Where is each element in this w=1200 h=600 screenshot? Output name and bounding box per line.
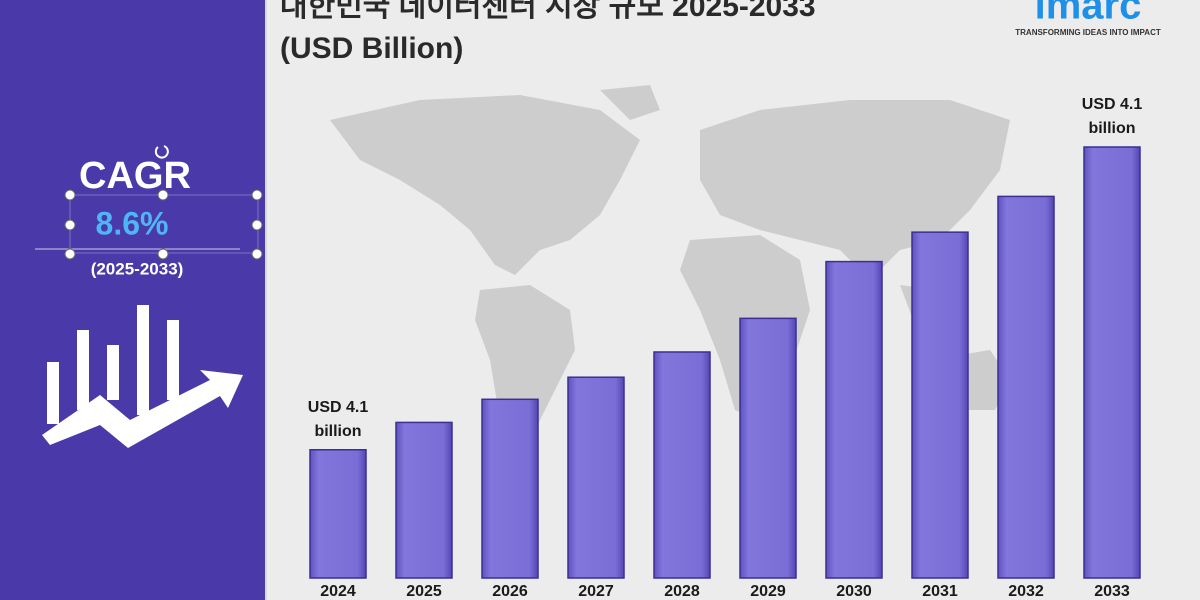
cagr-period: (2025-2033) [91, 259, 184, 278]
x-tick-label: 2030 [836, 583, 872, 600]
x-tick-label: 2026 [492, 583, 528, 600]
x-tick-label: 2024 [320, 583, 356, 600]
logo-name: imarc [1035, 0, 1142, 28]
growth-icon [42, 305, 243, 448]
cagr-value: 8.6% [96, 205, 169, 241]
logo-tagline: TRANSFORMING IDEAS INTO IMPACT [1015, 28, 1161, 37]
bar [1083, 146, 1141, 579]
bar [653, 351, 711, 579]
x-tick-label: 2031 [922, 583, 958, 600]
side-panel [0, 0, 265, 600]
bar-annotation: billion [314, 423, 361, 440]
x-tick-label: 2027 [578, 583, 614, 600]
bar [309, 449, 367, 579]
bar [825, 260, 883, 579]
bar [997, 195, 1055, 579]
bar-annotation: USD 4.1 [1082, 96, 1143, 113]
x-tick-label: 2033 [1094, 583, 1130, 600]
x-tick-label: 2028 [664, 583, 700, 600]
bar-annotation: billion [1088, 120, 1135, 137]
chart-title: 대한민국 데이터센터 시장 규모 2025-2033 [280, 0, 816, 23]
bar [567, 376, 625, 579]
rotate-handle [154, 145, 169, 159]
cagr-selection-frame [35, 189, 263, 260]
x-tick-label: 2025 [406, 583, 442, 600]
chart-subtitle: (USD Billion) [280, 32, 463, 65]
cagr-label: CAGR [79, 155, 191, 197]
x-tick-label: 2032 [1008, 583, 1044, 600]
bar [911, 231, 969, 579]
bar [739, 317, 797, 579]
bar-annotation: USD 4.1 [308, 399, 369, 416]
x-tick-label: 2029 [750, 583, 786, 600]
bar [481, 398, 539, 579]
bar [395, 421, 453, 579]
